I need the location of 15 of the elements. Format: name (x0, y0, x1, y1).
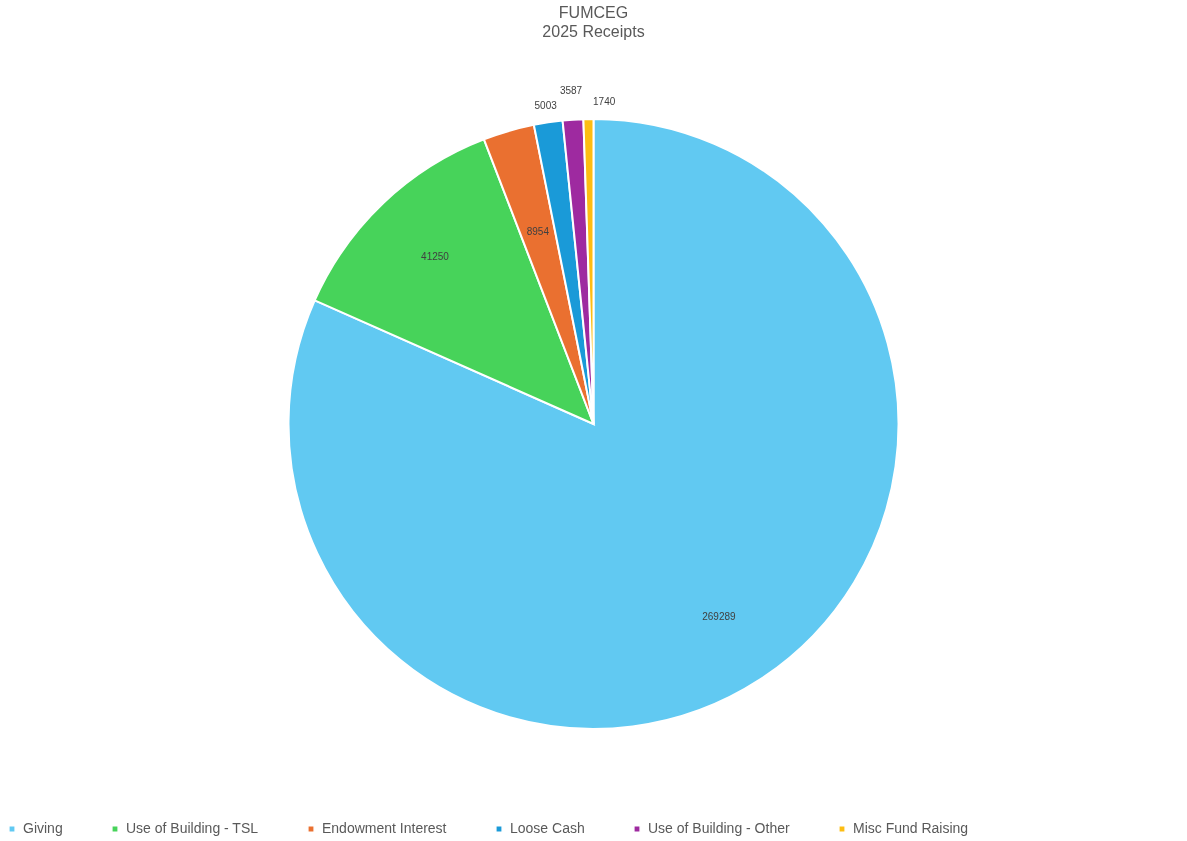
data-label: 1740 (593, 96, 616, 108)
data-label: 8954 (526, 225, 550, 237)
chart-subtitle: 2025 Receipts (542, 23, 645, 40)
legend-label: Use of Building - TSL (126, 820, 259, 836)
legend-label: Use of Building - Other (648, 820, 790, 836)
chart-title: FUMCEG (558, 4, 629, 21)
data-label: 5003 (534, 99, 558, 111)
data-label: 3587 (559, 84, 583, 96)
legend-label: Endowment Interest (322, 820, 447, 836)
legend-label: Misc Fund Raising (853, 820, 969, 836)
legend-label: Giving (23, 820, 63, 836)
legend-label: Loose Cash (510, 820, 585, 836)
pie-slice (287, 118, 900, 730)
data-label: 269289 (702, 610, 737, 622)
data-label: 41250 (421, 251, 450, 263)
